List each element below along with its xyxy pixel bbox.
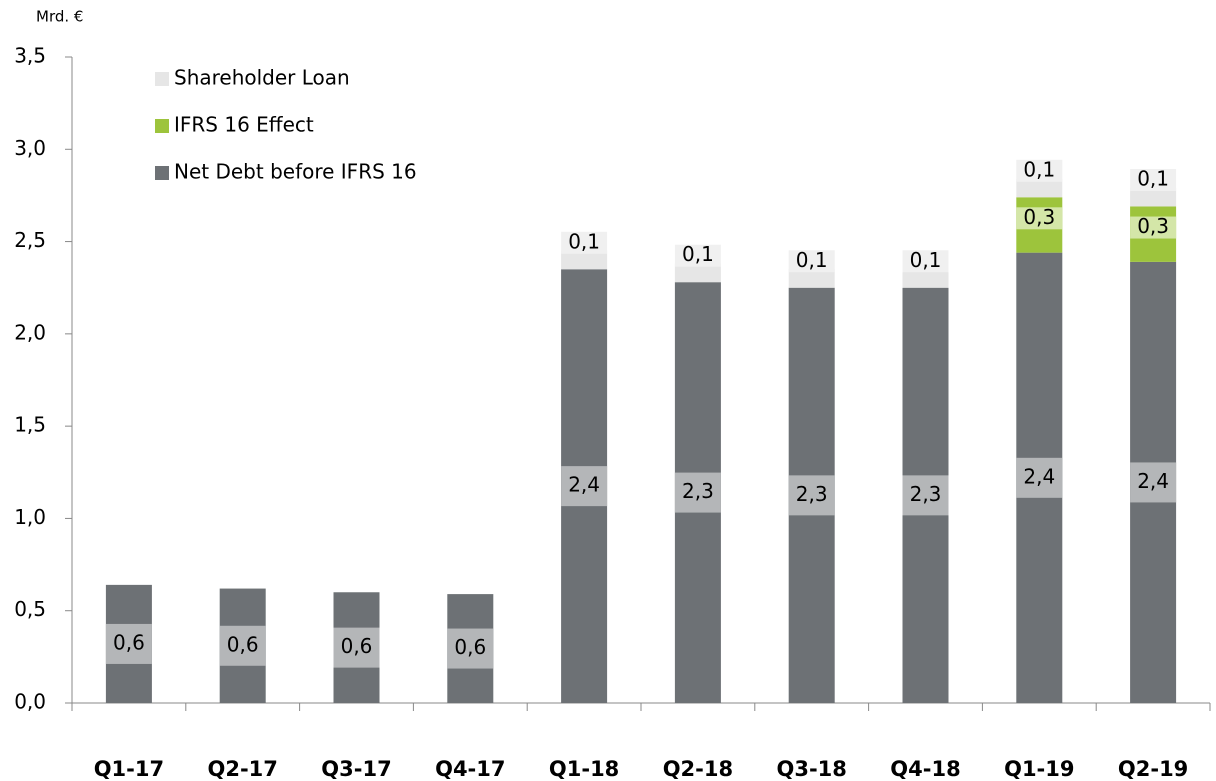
value-label: 0,3 <box>1137 214 1169 238</box>
value-label-box <box>1016 457 1063 498</box>
legend-swatch <box>155 119 169 133</box>
value-label: 0,6 <box>227 632 259 656</box>
value-label: 0,1 <box>568 229 600 253</box>
value-label: 0,1 <box>682 242 714 266</box>
value-label: 0,6 <box>113 630 145 654</box>
bar-segment <box>1130 188 1177 207</box>
legend-label: IFRS 16 Effect <box>174 113 314 137</box>
value-label-box <box>219 625 266 666</box>
value-label-box <box>333 627 380 668</box>
legend-label: Shareholder Loan <box>174 66 350 90</box>
x-tick-label: Q1-18 <box>549 757 619 781</box>
value-label: 0,3 <box>1023 205 1055 229</box>
value-label: 2,3 <box>682 479 714 503</box>
value-label-box <box>1016 159 1063 182</box>
value-label: 2,4 <box>568 473 600 497</box>
y-tick-label: 2,5 <box>14 228 46 252</box>
value-label-box <box>447 628 494 669</box>
value-label: 2,3 <box>796 482 828 506</box>
value-label-box <box>788 475 835 516</box>
bar-segment <box>1016 178 1063 198</box>
value-label-box <box>1130 216 1177 239</box>
y-axis-label: Mrd. € <box>36 8 83 26</box>
x-tick-label: Q2-18 <box>663 757 733 781</box>
value-label-box <box>902 250 949 273</box>
y-tick-label: 3,5 <box>14 44 46 68</box>
y-tick-label: 2,0 <box>14 320 46 344</box>
x-tick-label: Q4-17 <box>435 757 505 781</box>
value-label-box <box>1130 462 1177 503</box>
value-label: 0,6 <box>341 634 373 658</box>
value-label: 0,6 <box>454 635 486 659</box>
bar-segment <box>674 263 721 283</box>
value-label-box <box>674 472 721 513</box>
value-label: 0,1 <box>1023 157 1055 181</box>
value-label: 0,1 <box>1137 167 1169 191</box>
value-label: 2,4 <box>1023 464 1055 488</box>
value-label-box <box>1016 207 1063 230</box>
value-label-box <box>674 244 721 267</box>
value-label-box <box>561 231 608 254</box>
y-tick-label: 0,0 <box>14 690 46 714</box>
value-label-box <box>105 623 152 664</box>
value-label-box <box>561 466 608 507</box>
value-label: 2,3 <box>910 482 942 506</box>
value-label: 2,4 <box>1137 469 1169 493</box>
y-tick-label: 0,5 <box>14 597 46 621</box>
value-label-box <box>1130 169 1177 192</box>
value-label: 0,1 <box>910 248 942 272</box>
x-tick-label: Q2-19 <box>1118 757 1188 781</box>
x-tick-label: Q3-18 <box>776 757 846 781</box>
x-tick-label: Q1-17 <box>94 757 164 781</box>
x-tick-label: Q1-19 <box>1004 757 1074 781</box>
value-label-box <box>788 250 835 273</box>
bar-segment <box>561 250 608 270</box>
bar-segment <box>902 269 949 288</box>
y-tick-label: 1,0 <box>14 505 46 529</box>
x-tick-label: Q4-18 <box>890 757 960 781</box>
legend-swatch <box>155 72 169 86</box>
y-tick-label: 3,0 <box>14 136 46 160</box>
bar-segment <box>788 269 835 288</box>
value-label: 0,1 <box>796 248 828 272</box>
value-label-box <box>902 475 949 516</box>
x-tick-label: Q2-17 <box>207 757 277 781</box>
x-tick-label: Q3-17 <box>321 757 391 781</box>
legend-label: Net Debt before IFRS 16 <box>174 160 417 184</box>
legend-swatch <box>155 166 169 180</box>
y-tick-label: 1,5 <box>14 413 46 437</box>
